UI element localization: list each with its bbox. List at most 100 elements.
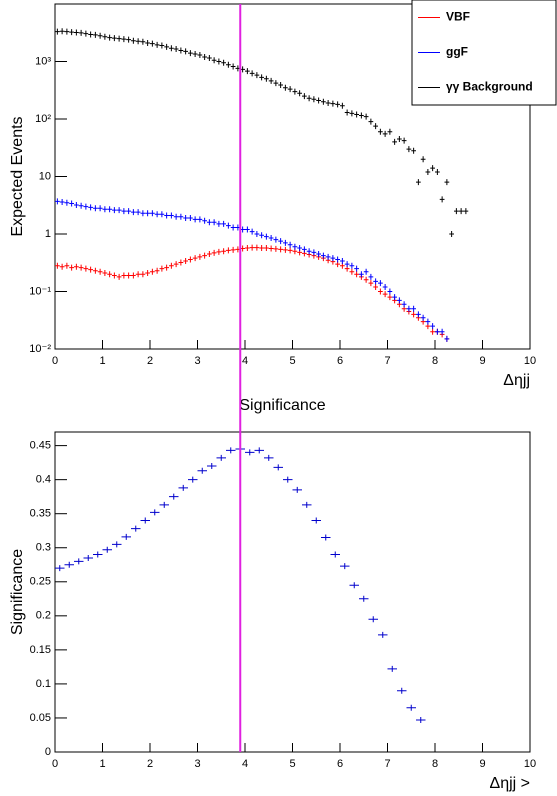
data-point bbox=[259, 74, 264, 81]
data-point bbox=[211, 249, 217, 256]
data-point bbox=[64, 262, 70, 269]
data-point bbox=[245, 226, 250, 233]
data-point bbox=[188, 214, 193, 221]
y-tick-label: 10 bbox=[39, 170, 51, 182]
x-tick-label: 4 bbox=[242, 758, 248, 770]
data-point bbox=[150, 40, 155, 47]
data-point bbox=[169, 493, 179, 500]
data-point bbox=[430, 165, 435, 172]
data-point bbox=[344, 261, 350, 268]
data-point bbox=[283, 239, 288, 246]
data-point bbox=[359, 112, 364, 119]
data-point bbox=[135, 209, 141, 216]
x-tick-label: 6 bbox=[337, 355, 343, 367]
data-point bbox=[311, 249, 317, 256]
data-point bbox=[102, 269, 108, 276]
data-point bbox=[93, 267, 98, 274]
data-point bbox=[382, 291, 388, 298]
data-point bbox=[131, 272, 136, 279]
data-point bbox=[259, 245, 264, 252]
data-point bbox=[145, 39, 150, 46]
data-point bbox=[411, 305, 416, 312]
data-point bbox=[93, 205, 98, 212]
data-point bbox=[150, 210, 155, 217]
data-point bbox=[344, 109, 350, 116]
data-point bbox=[69, 29, 74, 36]
data-point bbox=[197, 467, 207, 474]
data-point bbox=[359, 271, 364, 278]
data-point bbox=[397, 297, 402, 304]
y-tick-label: 0.35 bbox=[30, 508, 51, 520]
x-axis-title: Δηjj > bbox=[490, 775, 530, 792]
data-point bbox=[254, 244, 260, 251]
data-point bbox=[321, 534, 331, 541]
data-point bbox=[188, 476, 198, 483]
data-point bbox=[207, 250, 212, 257]
data-point bbox=[131, 37, 136, 44]
data-point bbox=[378, 280, 383, 287]
data-point bbox=[131, 525, 141, 532]
data-point bbox=[226, 247, 231, 254]
data-point bbox=[335, 256, 340, 263]
data-point bbox=[88, 204, 93, 211]
data-point bbox=[368, 118, 374, 125]
y-tick-label: 10² bbox=[35, 113, 51, 125]
data-point bbox=[387, 288, 393, 295]
data-point bbox=[126, 36, 131, 43]
data-point bbox=[74, 201, 79, 208]
data-point bbox=[311, 96, 317, 103]
y-tick-label: 10⁻¹ bbox=[29, 285, 51, 297]
data-point bbox=[192, 255, 198, 262]
data-point bbox=[78, 202, 84, 209]
data-point bbox=[273, 245, 279, 252]
data-point bbox=[207, 463, 217, 470]
data-point bbox=[430, 328, 435, 335]
x-tick-label: 7 bbox=[384, 758, 390, 770]
data-point bbox=[297, 245, 302, 252]
y-tick-label: 0.1 bbox=[36, 678, 51, 690]
data-point bbox=[416, 717, 426, 723]
data-point bbox=[245, 245, 250, 252]
x-tick-label: 3 bbox=[194, 758, 200, 770]
data-point bbox=[64, 199, 70, 206]
x-tick-label: 0 bbox=[52, 355, 58, 367]
data-point bbox=[169, 212, 174, 219]
data-point bbox=[216, 454, 226, 461]
data-point bbox=[112, 541, 122, 548]
data-point bbox=[249, 228, 255, 235]
data-point bbox=[112, 272, 117, 279]
data-point bbox=[278, 82, 283, 89]
y-axis-title: Significance bbox=[9, 549, 26, 635]
data-point bbox=[363, 113, 369, 120]
y-tick-label: 0.45 bbox=[30, 440, 51, 452]
data-point bbox=[83, 265, 89, 272]
data-point bbox=[216, 58, 222, 65]
x-tick-label: 6 bbox=[337, 758, 343, 770]
y-tick-label: 0.15 bbox=[30, 644, 51, 656]
data-point bbox=[83, 30, 89, 37]
data-point bbox=[245, 68, 250, 75]
data-point bbox=[264, 75, 269, 82]
y-tick-label: 0.2 bbox=[36, 610, 51, 622]
data-point bbox=[88, 31, 93, 38]
data-point bbox=[59, 199, 65, 206]
data-point bbox=[126, 208, 131, 215]
data-point bbox=[221, 248, 226, 255]
data-point bbox=[287, 247, 293, 254]
data-point bbox=[121, 272, 127, 279]
data-point bbox=[59, 263, 65, 270]
data-point bbox=[159, 211, 165, 218]
y-tick-label: 0.25 bbox=[30, 576, 51, 588]
data-point bbox=[254, 72, 260, 79]
data-point bbox=[302, 93, 307, 100]
data-point bbox=[416, 179, 421, 186]
data-point bbox=[140, 271, 146, 278]
y-tick-label: 0 bbox=[45, 746, 51, 758]
data-point bbox=[368, 616, 378, 623]
x-tick-label: 4 bbox=[242, 355, 248, 367]
data-point bbox=[316, 97, 321, 104]
data-point bbox=[463, 208, 469, 215]
data-point bbox=[226, 61, 231, 68]
data-point bbox=[164, 264, 169, 271]
